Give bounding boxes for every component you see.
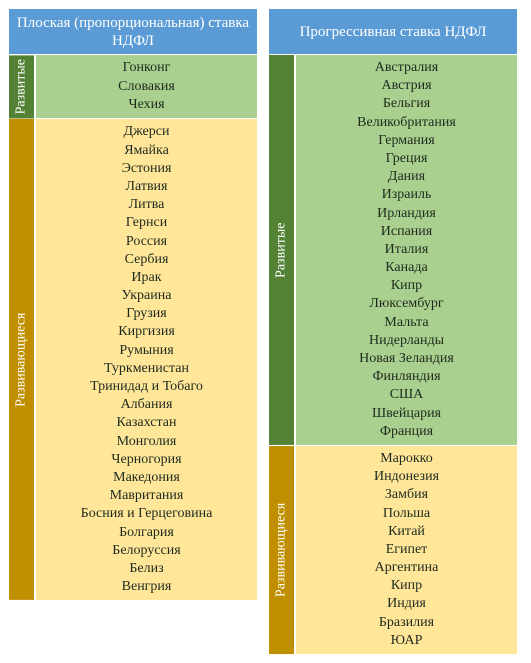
panel-flat: Плоская (пропорциональная) ставка НДФЛРа…: [8, 8, 258, 601]
list-item: Финляндия: [372, 368, 440, 386]
list-item: Словакия: [118, 78, 175, 96]
panel-header: Плоская (пропорциональная) ставка НДФЛ: [9, 9, 257, 55]
section-sidebar-label: Развивающиеся: [269, 446, 295, 654]
list-item: Киргизия: [118, 323, 175, 341]
list-item: Гернси: [126, 214, 167, 232]
list-item: Марокко: [380, 450, 433, 468]
list-item: Греция: [386, 150, 428, 168]
list-item: Албания: [121, 396, 173, 414]
section-sidebar-label: Развитые: [269, 55, 295, 445]
section-content: ГонконгСловакияЧехия: [35, 55, 257, 118]
list-item: Бельгия: [383, 95, 430, 113]
list-item: Мальта: [384, 314, 428, 332]
list-item: Испания: [381, 223, 432, 241]
list-item: Джерси: [124, 123, 170, 141]
list-item: Латвия: [125, 178, 167, 196]
list-item: Замбия: [385, 486, 428, 504]
list-item: Болгария: [119, 524, 174, 542]
section-content: ДжерсиЯмайкаЭстонияЛатвияЛитваГернсиРосс…: [35, 119, 257, 600]
section-developed: РазвитыеАвстралияАвстрияБельгияВеликобри…: [269, 55, 517, 445]
list-item: Литва: [129, 196, 165, 214]
list-item: Чехия: [128, 96, 164, 114]
list-item: Дания: [388, 168, 425, 186]
list-item: Бразилия: [379, 614, 434, 632]
list-item: Новая Зеландия: [359, 350, 454, 368]
list-item: Туркменистан: [104, 360, 189, 378]
list-item: Израиль: [382, 186, 432, 204]
section-sidebar-label: Развитые: [9, 55, 35, 118]
list-item: Эстония: [122, 160, 172, 178]
list-item: Македония: [113, 469, 180, 487]
list-item: Ирландия: [377, 205, 436, 223]
list-item: Италия: [385, 241, 429, 259]
list-item: Нидерланды: [369, 332, 444, 350]
list-item: Аргентина: [375, 559, 439, 577]
list-item: Украина: [122, 287, 172, 305]
list-item: Казахстан: [117, 414, 177, 432]
list-item: Мавритания: [110, 487, 184, 505]
section-developed: РазвитыеГонконгСловакияЧехия: [9, 55, 257, 118]
list-item: Румыния: [119, 342, 173, 360]
section-sidebar-label: Развивающиеся: [9, 119, 35, 600]
list-item: Черногория: [111, 451, 181, 469]
list-item: Китай: [388, 523, 425, 541]
list-item: Великобритания: [357, 114, 456, 132]
list-item: Индонезия: [374, 468, 439, 486]
list-item: Люксембург: [369, 295, 443, 313]
list-item: Польша: [383, 505, 430, 523]
list-item: Монголия: [117, 433, 177, 451]
list-item: Белиз: [129, 560, 163, 578]
section-content: МароккоИндонезияЗамбияПольшаКитайЕгипетА…: [295, 446, 517, 654]
list-item: Египет: [386, 541, 428, 559]
section-developing: РазвивающиесяМароккоИндонезияЗамбияПольш…: [269, 445, 517, 654]
panel-header: Прогрессивная ставка НДФЛ: [269, 9, 517, 55]
list-item: Индия: [387, 595, 426, 613]
list-item: Кипр: [391, 277, 422, 295]
list-item: Австрия: [381, 77, 431, 95]
list-item: Австралия: [375, 59, 438, 77]
list-item: Грузия: [126, 305, 167, 323]
section-content: АвстралияАвстрияБельгияВеликобританияГер…: [295, 55, 517, 445]
list-item: США: [390, 386, 424, 404]
list-item: Белоруссия: [112, 542, 180, 560]
list-item: Франция: [380, 423, 433, 441]
panel-progressive: Прогрессивная ставка НДФЛРазвитыеАвстрал…: [268, 8, 518, 655]
list-item: ЮАР: [391, 632, 423, 650]
list-item: Сербия: [125, 251, 169, 269]
list-item: Тринидад и Тобаго: [90, 378, 203, 396]
list-item: Ирак: [131, 269, 161, 287]
list-item: Россия: [126, 233, 167, 251]
list-item: Швейцария: [372, 405, 441, 423]
list-item: Канада: [385, 259, 427, 277]
list-item: Германия: [378, 132, 434, 150]
list-item: Гонконг: [123, 59, 171, 77]
list-item: Ямайка: [124, 142, 169, 160]
list-item: Кипр: [391, 577, 422, 595]
section-developing: РазвивающиесяДжерсиЯмайкаЭстонияЛатвияЛи…: [9, 118, 257, 600]
comparison-wrap: Плоская (пропорциональная) ставка НДФЛРа…: [8, 8, 523, 655]
list-item: Венгрия: [122, 578, 172, 596]
list-item: Босния и Герцеговина: [81, 505, 213, 523]
